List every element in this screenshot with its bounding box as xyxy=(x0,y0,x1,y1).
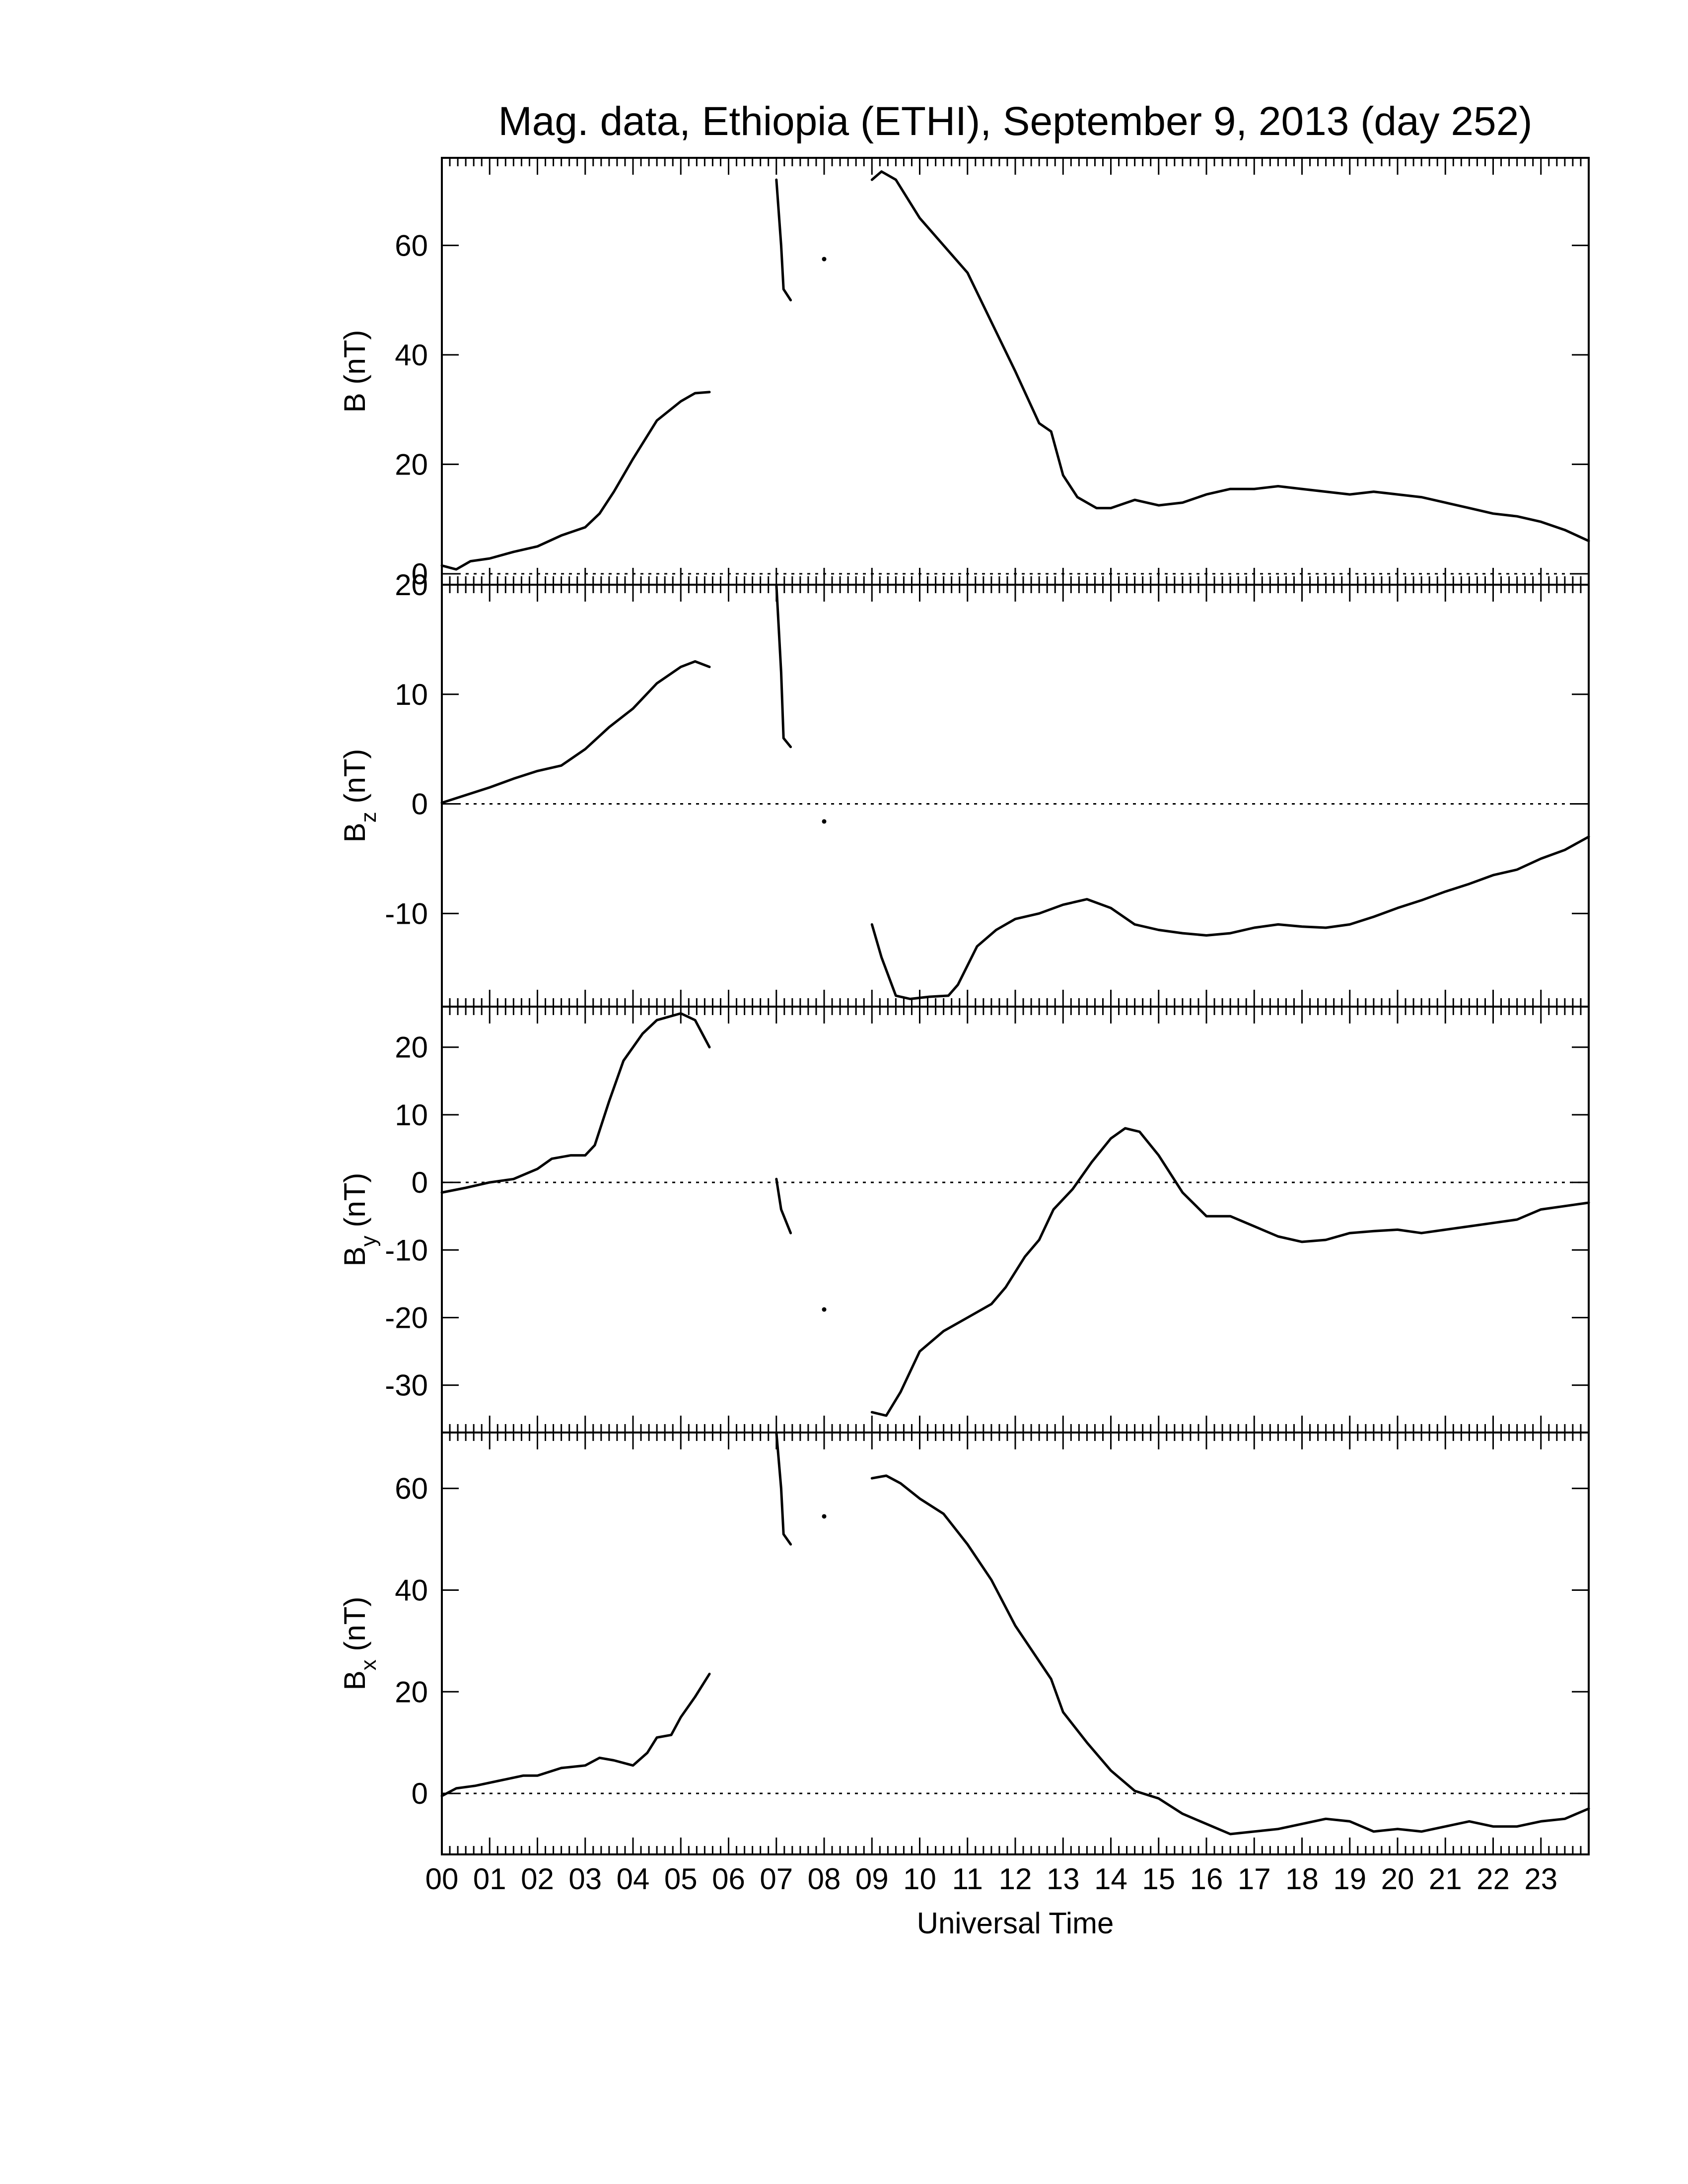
x-tick-label: 15 xyxy=(1142,1862,1175,1896)
y-tick-label: 60 xyxy=(395,1472,428,1505)
x-tick-label: 07 xyxy=(760,1862,793,1896)
x-tick-label: 20 xyxy=(1381,1862,1414,1896)
x-tick-label: 13 xyxy=(1047,1862,1080,1896)
y-tick-label: -10 xyxy=(385,1233,428,1267)
y-tick-label: 0 xyxy=(412,1777,428,1810)
y-label-unit: (nT) xyxy=(338,330,371,393)
x-tick-label: 16 xyxy=(1190,1862,1223,1896)
x-tick-label: 11 xyxy=(952,1862,983,1896)
x-axis-label: Universal Time xyxy=(917,1907,1114,1940)
y-tick-label: 20 xyxy=(395,1675,428,1708)
x-tick-label: 12 xyxy=(999,1862,1032,1896)
y-label-subscript: y xyxy=(356,1235,381,1246)
y-label-main: B xyxy=(338,393,371,412)
y-tick-label: 10 xyxy=(395,1098,428,1132)
plot-frame xyxy=(441,1432,1590,1855)
panel-B: 0 20 40 60 B (nT) xyxy=(338,157,1590,591)
plot-frame xyxy=(441,584,1590,1008)
panel-Bx: 0 20 40 60 Bx (nT) xyxy=(338,1431,1590,1855)
series-line-B xyxy=(870,170,1590,543)
y-tick-label: -10 xyxy=(385,897,428,930)
x-tick-label: 17 xyxy=(1238,1862,1271,1896)
y-tick-label: -30 xyxy=(385,1369,428,1402)
series-line-Bz xyxy=(870,835,1590,1000)
y-tick-label: 0 xyxy=(412,788,428,821)
series-line-Bz xyxy=(775,583,792,749)
series-line-By xyxy=(775,1177,792,1234)
y-tick-label: 0 xyxy=(412,557,428,591)
y-label-main: B xyxy=(338,1246,371,1266)
series-line-Bx xyxy=(870,1474,1590,1836)
y-axis-label-B: B (nT) xyxy=(338,330,371,413)
y-tick-label: 40 xyxy=(395,1573,428,1607)
x-tick-label: 00 xyxy=(425,1862,459,1896)
y-label-unit: (nT) xyxy=(338,1597,371,1660)
x-tick-label: 23 xyxy=(1524,1862,1557,1896)
series-line-By xyxy=(870,1127,1590,1417)
y-axis-label-Bx: Bx (nT) xyxy=(338,1597,381,1691)
y-label-unit: (nT) xyxy=(338,1173,371,1236)
series-line-B xyxy=(440,391,711,571)
data-point-By xyxy=(822,1307,827,1312)
y-tick-label: 10 xyxy=(395,678,428,711)
series-line-B xyxy=(775,178,792,302)
y-label-main: B xyxy=(338,822,371,842)
data-point-Bz xyxy=(822,819,827,824)
y-tick-label: 60 xyxy=(395,229,428,262)
y-axis-label-By: By (nT) xyxy=(338,1173,381,1267)
x-tick-label: 03 xyxy=(568,1862,602,1896)
y-tick-label: 40 xyxy=(395,339,428,372)
series-line-By xyxy=(440,1012,711,1194)
y-tick-label: 20 xyxy=(395,1031,428,1064)
y-tick-label: 20 xyxy=(395,448,428,481)
data-point-B xyxy=(822,257,827,262)
y-tick-label: 0 xyxy=(412,1166,428,1199)
plot-frame xyxy=(441,1006,1590,1433)
y-label-subscript: z xyxy=(356,812,381,822)
series-line-Bx xyxy=(775,1431,792,1546)
x-tick-label: 06 xyxy=(712,1862,745,1896)
x-tick-label: 01 xyxy=(473,1862,506,1896)
x-tick-label: 18 xyxy=(1285,1862,1319,1896)
y-label-unit: (nT) xyxy=(338,749,371,812)
x-tick-label: 19 xyxy=(1333,1862,1366,1896)
x-tick-label: 22 xyxy=(1477,1862,1510,1896)
data-point-Bx xyxy=(822,1514,827,1519)
x-tick-label: 14 xyxy=(1094,1862,1127,1896)
x-tick-label: 21 xyxy=(1429,1862,1462,1896)
x-tick-label: 02 xyxy=(521,1862,554,1896)
y-label-subscript: x xyxy=(356,1659,381,1670)
chart-title: Mag. data, Ethiopia (ETHI), September 9,… xyxy=(498,99,1533,144)
y-axis-label-Bz: Bz (nT) xyxy=(338,749,381,843)
x-tick-label: 08 xyxy=(808,1862,841,1896)
x-tick-label: 10 xyxy=(903,1862,936,1896)
panel-Bz: -10 0 10 20 Bz (nT) xyxy=(338,568,1590,1008)
x-tick-labels: 00 01 02 03 04 05 06 07 08 09 10 11 12 13 14 15 16 17 18 19… xyxy=(425,1862,1558,1896)
y-label-main: B xyxy=(338,1670,371,1690)
series-line-Bz xyxy=(440,660,711,804)
series-line-Bx xyxy=(440,1672,711,1797)
x-tick-label: 04 xyxy=(617,1862,650,1896)
y-tick-label: 20 xyxy=(395,568,428,602)
y-tick-label: -20 xyxy=(385,1301,428,1334)
x-tick-label: 09 xyxy=(855,1862,889,1896)
panel-By: -30 -20 -10 0 10 20 By (nT) xyxy=(338,1006,1590,1433)
x-tick-label: 05 xyxy=(664,1862,698,1896)
